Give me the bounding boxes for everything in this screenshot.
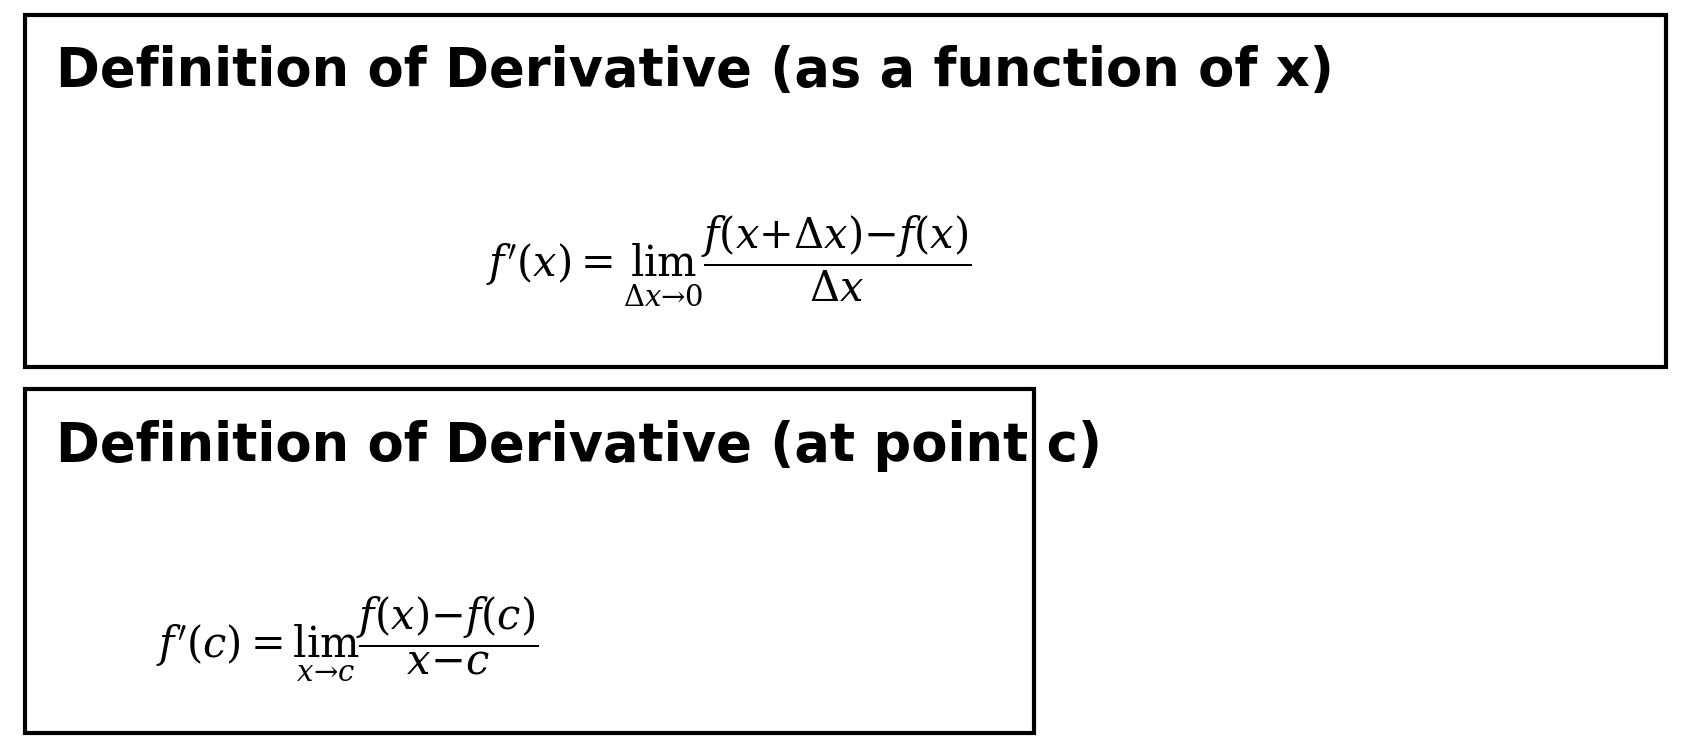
Text: $f'(c) = \lim_{x \to c} \dfrac{f(x) - f(c)}{x - c}$: $f'(c) = \lim_{x \to c} \dfrac{f(x) - f(… [156, 595, 539, 683]
Text: Definition of Derivative (at point c): Definition of Derivative (at point c) [56, 420, 1102, 472]
Text: $f'(x) = \lim_{\Delta x \to 0} \dfrac{f(x + \Delta x) - f(x)}{\Delta x}$: $f'(x) = \lim_{\Delta x \to 0} \dfrac{f(… [486, 213, 971, 308]
Bar [25, 15, 1666, 367]
Bar [25, 389, 1034, 733]
Text: Definition of Derivative (as a function of x): Definition of Derivative (as a function … [56, 45, 1334, 98]
